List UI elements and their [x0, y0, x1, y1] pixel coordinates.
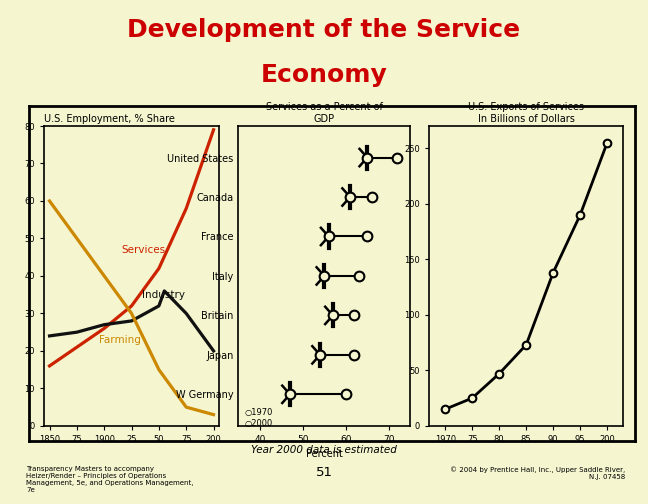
Title: U.S. Exports of Services
In Billions of Dollars: U.S. Exports of Services In Billions of …: [468, 102, 584, 124]
Text: Year 2000 data is estimated: Year 2000 data is estimated: [251, 445, 397, 455]
Text: Industry: Industry: [143, 290, 185, 300]
Text: Farming: Farming: [98, 336, 141, 345]
Text: U.S. Employment, % Share: U.S. Employment, % Share: [44, 114, 175, 124]
X-axis label: Percent: Percent: [306, 450, 343, 460]
Text: ○1970: ○1970: [245, 408, 273, 417]
Text: ○2000: ○2000: [245, 419, 273, 428]
Title: Services as a Percent of
GDP: Services as a Percent of GDP: [266, 102, 383, 124]
Text: 51: 51: [316, 466, 332, 479]
Text: Transparency Masters to accompany
Heizer/Render – Principles of Operations
Manag: Transparency Masters to accompany Heizer…: [26, 466, 193, 493]
Text: Development of the Service: Development of the Service: [128, 18, 520, 42]
Text: Services: Services: [122, 245, 166, 256]
Text: © 2004 by Prentice Hall, Inc., Upper Saddle River,
N.J. 07458: © 2004 by Prentice Hall, Inc., Upper Sad…: [450, 466, 625, 480]
Text: Economy: Economy: [260, 63, 388, 87]
